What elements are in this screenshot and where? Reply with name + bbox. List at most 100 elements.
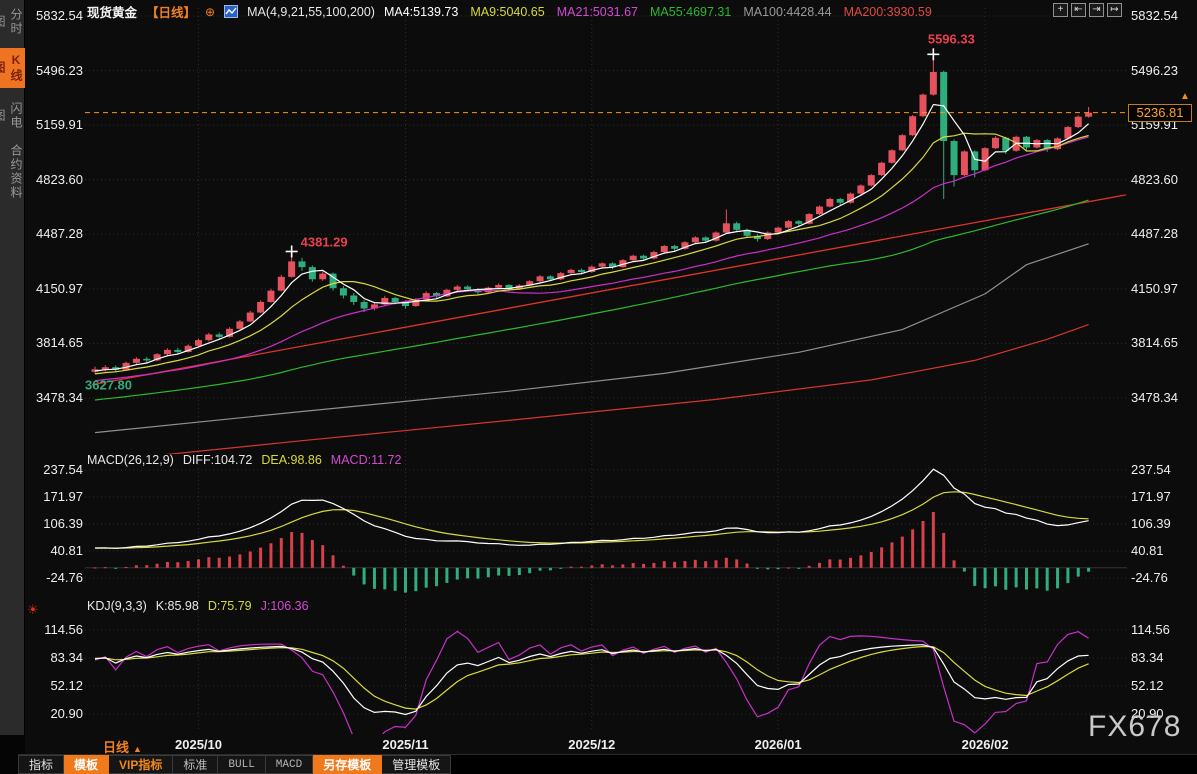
y-axis-label-left: 5159.91 [36,117,83,133]
scale-left-icon[interactable]: ⇤ [1071,3,1086,17]
x-axis-month-label: 2025/12 [568,737,616,752]
indicator-value: DEA:98.86 [261,453,322,467]
x-axis-month-label: 2025/10 [175,737,222,752]
ma-value: MA55:4697.31 [650,4,732,19]
y-axis-label-right: 5496.23 [1131,62,1178,78]
crosshair-icon[interactable]: + [1053,3,1068,17]
indicator-value: K:85.98 [155,599,199,613]
bottom-toolbar: 指标 模板 VIP指标 标准 BULL MACD 另存模板 管理模板 [18,754,1197,774]
symbol-title: 现货黄金 [87,6,138,20]
ma-lines-layer [94,103,1089,401]
chevron-up-icon: ▲ [133,744,142,754]
current-price-value: 5236.81 [1136,104,1184,120]
svg-text:3627.80: 3627.80 [85,378,132,393]
indicator-value: J:106.36 [260,599,309,613]
x-axis-month-label: 2026/02 [961,737,1009,752]
sidebar-item-flash-chart[interactable]: 闪电图 [0,102,23,130]
ma-value: MA200:3930.59 [843,4,932,19]
y-axis-label-right: 40.81 [1131,543,1164,558]
manage-template-button[interactable]: 管理模板 [382,755,452,774]
chart-style-icon[interactable] [224,5,239,18]
y-axis-label-left: -24.76 [46,570,83,585]
period-tag: 【日线】 [146,6,197,20]
pan-right-icon[interactable]: ↦ [1107,3,1122,17]
ma-value: MA4:5139.73 [383,4,459,19]
y-axis-label-right: 4150.97 [1131,280,1178,296]
y-axis-label-right: 83.34 [1131,650,1164,665]
kdj-lines [94,630,1089,734]
price-marker-icon: ▲ [1180,90,1190,102]
y-axis-label-left: 106.39 [43,516,83,531]
settings-plus-icon[interactable]: ⊕ [205,4,216,19]
y-axis-label-left: 114.56 [44,622,83,637]
kdj-header: KDJ(9,3,3) K:85.98 D:75.79 J:106.36 [87,599,309,613]
y-axis-label-right: 52.12 [1131,678,1164,693]
main-chart-header: 现货黄金 【日线】 ⊕ MA(4,9,21,55,100,200) MA4:51… [87,2,932,21]
chart-area[interactable]: 5596.33 4381.29 3627.80 现货黄金 【日线】 ⊕ MA(4,9… [25,0,1197,774]
svg-text:5596.33: 5596.33 [928,31,975,46]
watermark: FX678 [1088,710,1182,743]
candles-layer[interactable] [91,54,1093,374]
y-axis-label-right: 114.56 [1131,622,1170,637]
y-axis-label-right: 4823.60 [1131,171,1178,187]
bull-button[interactable]: BULL [218,755,266,774]
svg-text:4381.29: 4381.29 [301,234,348,249]
ma-value: MA9:5040.65 [470,4,545,19]
x-axis-month-label: 2026/01 [754,737,802,752]
y-axis-label-left: 3478.34 [36,390,83,405]
indicator-value: MACD(26,12,9) [87,453,174,467]
y-axis-label-right: 3814.65 [1131,335,1178,351]
y-axis-label-left: 237.54 [43,462,83,477]
y-axis-label-right: 5832.54 [1131,8,1178,23]
y-axis-label-right: -24.76 [1131,570,1168,585]
y-axis-label-right: 4487.28 [1131,226,1178,242]
chart-nav-toolbar: + ⇤ ⇥ ↦ [1053,3,1122,17]
gridlines [85,8,1127,732]
vip-indicator-button[interactable]: VIP指标 [109,755,174,774]
y-axis-label-left: 4823.60 [36,171,83,187]
template-button[interactable]: 模板 [64,755,110,774]
y-axis-label-left: 5832.54 [36,8,83,23]
y-axis-label-right: 171.97 [1131,488,1171,504]
sidebar-item-kline-chart[interactable]: K线图 [0,48,25,88]
sidebar-item-time-share-chart[interactable]: 分时图 [0,8,23,36]
save-as-template-button[interactable]: 另存模板 [313,755,383,774]
macd-header: MACD(26,12,9) DIFF:104.72 DEA:98.86 MACD:11… [87,453,401,467]
y-axis-label-left: 171.97 [43,488,83,504]
x-axis: 日线 ▲ 2025/10 2025/11 2025/12 2026/01 2026/02 [25,735,1197,755]
annotations-layer: 5596.33 4381.29 3627.80 [85,31,975,392]
y-axis-label-left: 20.90 [50,706,83,721]
y-axis-label-left: 83.34 [50,650,83,665]
y-axis-label-left: 4487.28 [36,226,83,242]
macd-button[interactable]: MACD [265,755,314,774]
indicator-value: MACD:11.72 [330,453,402,467]
ma-value: MA21:5031.67 [556,4,638,19]
overlay-lines-layer [91,194,1126,454]
y-axis-label-right: 237.54 [1131,462,1171,477]
y-axis-label-right: 106.39 [1131,516,1171,531]
chart-canvas[interactable]: 5596.33 4381.29 3627.80 [25,0,1197,735]
ma-settings-label: MA(4,9,21,55,100,200) [247,4,375,19]
indicator-value: DIFF:104.72 [182,453,253,467]
indicator-value: D:75.79 [207,599,252,613]
indicator-button[interactable]: 指标 [18,755,65,774]
sidebar-item-contract-info[interactable]: 合约资料 [9,144,23,200]
scale-right-icon[interactable]: ⇥ [1089,3,1104,17]
y-axis-label-left: 40.81 [50,543,83,558]
y-axis-label-right: 20.90 [1131,706,1164,721]
y-axis-label-left: 4150.97 [36,280,83,296]
x-axis-month-label: 2025/11 [382,737,429,752]
y-axis-label-left: 52.12 [50,678,83,693]
current-price-tag: 5236.81 [1128,103,1192,122]
ma-values: MA4:5139.73 MA9:5040.65 MA21:5031.67 MA55:4… [384,5,932,19]
indicator-value: KDJ(9,3,3) [87,599,147,613]
y-axis-label-left: 3814.65 [36,335,83,351]
macd-histogram [85,468,1127,593]
y-axis-label-right: 3478.34 [1131,390,1178,405]
period-selector[interactable]: 日线 ▲ [103,740,142,755]
live-indicator-icon: ☀ [27,602,39,617]
y-axis-label-left: 5496.23 [36,62,83,78]
toolbar-spacer [451,755,1197,774]
standard-button[interactable]: 标准 [173,755,219,774]
